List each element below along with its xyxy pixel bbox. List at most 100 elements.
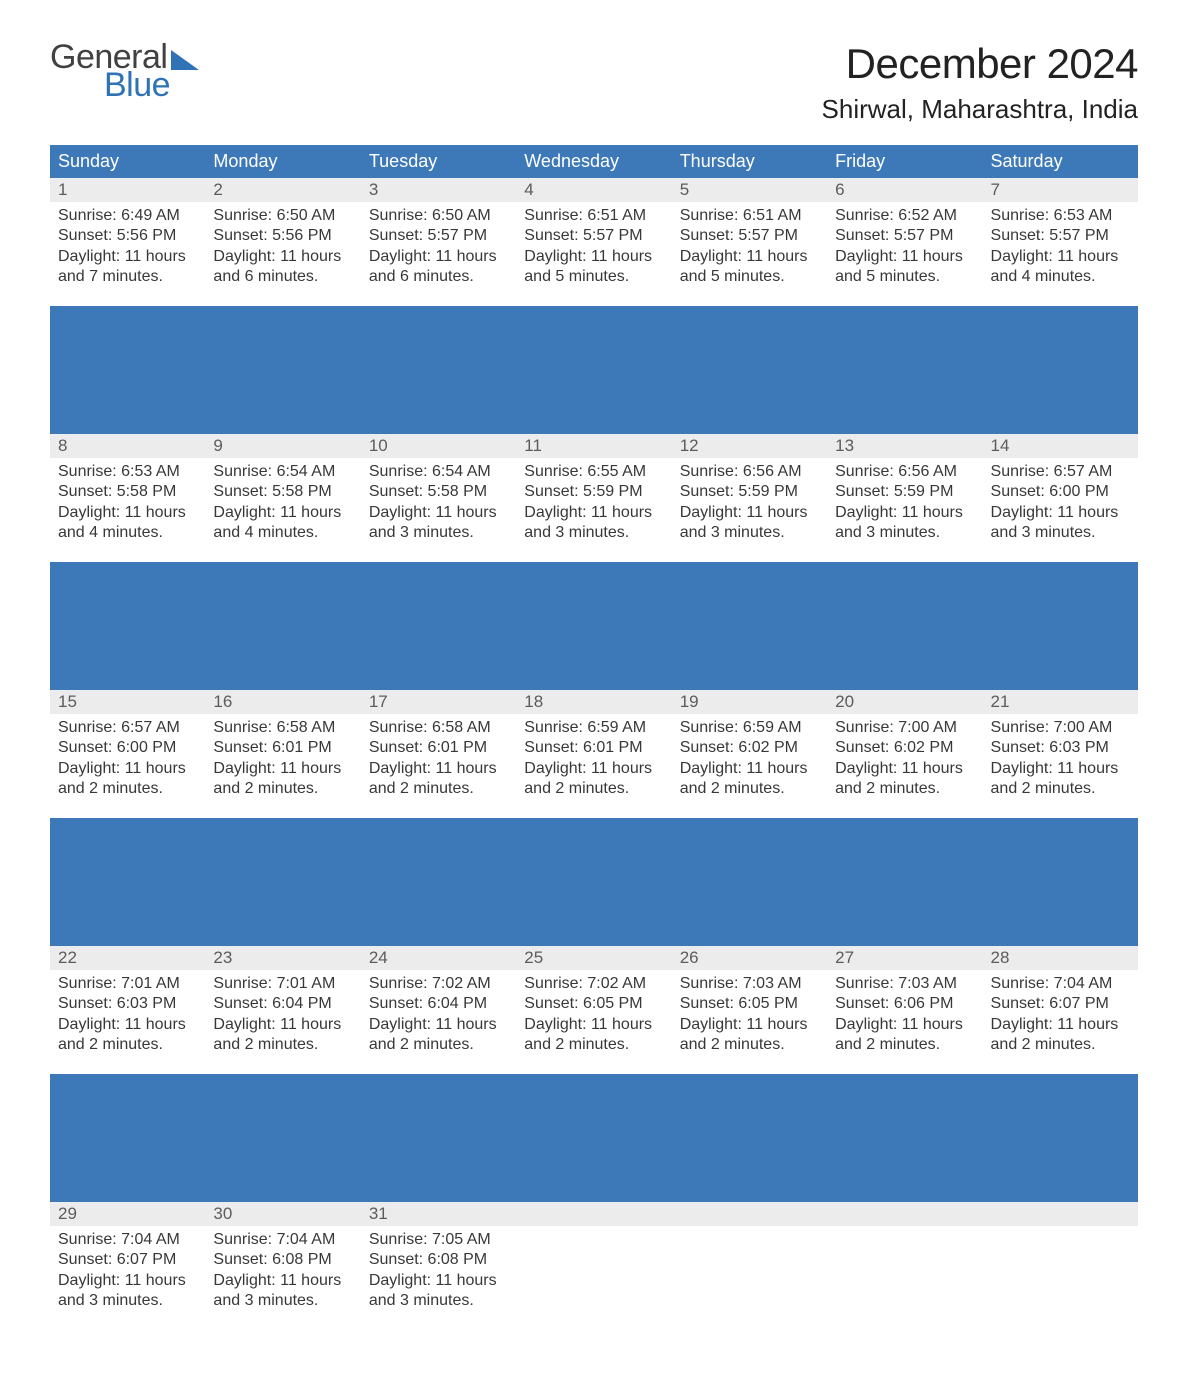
daylight-line: Daylight: 11 hours and 2 minutes.	[991, 1015, 1130, 1056]
month-title: December 2024	[822, 40, 1138, 88]
calendar-day-cell: 26Sunrise: 7:03 AMSunset: 6:05 PMDayligh…	[672, 946, 827, 1074]
daylight-line: Daylight: 11 hours and 4 minutes.	[213, 503, 352, 544]
daylight-line: Daylight: 11 hours and 2 minutes.	[58, 1015, 197, 1056]
title-block: December 2024 Shirwal, Maharashtra, Indi…	[822, 40, 1138, 139]
calendar-page: General Blue December 2024 Shirwal, Maha…	[0, 0, 1188, 1390]
sunrise-line: Sunrise: 6:56 AM	[835, 462, 974, 482]
weekday-header-row: SundayMondayTuesdayWednesdayThursdayFrid…	[50, 145, 1138, 178]
weekday-header: Monday	[205, 145, 360, 178]
calendar-day-cell: 7Sunrise: 6:53 AMSunset: 5:57 PMDaylight…	[983, 178, 1138, 306]
calendar-week-row: 1Sunrise: 6:49 AMSunset: 5:56 PMDaylight…	[50, 178, 1138, 306]
calendar-day-cell: 13 Sunrise: 6:56 AMSunset: 5:59 PMDayligh…	[827, 434, 982, 562]
day-number: 24	[361, 946, 516, 970]
sunrise-line: Sunrise: 7:02 AM	[369, 974, 508, 994]
daylight-line: Daylight: 11 hours and 4 minutes.	[991, 247, 1130, 288]
day-body: Sunrise: 6:58 AMSunset: 6:01 PMDaylight:…	[205, 714, 360, 810]
day-number: 18	[516, 690, 671, 714]
weekday-header: Wednesday	[516, 145, 671, 178]
sunset-line: Sunset: 6:00 PM	[58, 738, 197, 758]
day-number: 23	[205, 946, 360, 970]
day-number: 25	[516, 946, 671, 970]
calendar-day-cell: 18Sunrise: 6:59 AMSunset: 6:01 PMDayligh…	[516, 690, 671, 818]
calendar-day-cell	[827, 1202, 982, 1330]
daylight-line: Daylight: 11 hours and 2 minutes.	[524, 759, 663, 800]
daylight-line: Daylight: 11 hours and 3 minutes.	[58, 1271, 197, 1312]
day-body	[827, 1226, 982, 1240]
sunrise-line: Sunrise: 6:58 AM	[369, 718, 508, 738]
day-body: Sunrise: 6:57 AMSunset: 6:00 PMDaylight:…	[50, 714, 205, 810]
calendar-day-cell: 19Sunrise: 6:59 AMSunset: 6:02 PMDayligh…	[672, 690, 827, 818]
day-body: Sunrise: 7:00 AMSunset: 6:02 PMDaylight:…	[827, 714, 982, 810]
calendar-day-cell: 11Sunrise: 6:55 AMSunset: 5:59 PMDayligh…	[516, 434, 671, 562]
daylight-line: Daylight: 11 hours and 2 minutes.	[369, 759, 508, 800]
day-number	[672, 1202, 827, 1226]
day-number: 28	[983, 946, 1138, 970]
daylight-line: Daylight: 11 hours and 6 minutes.	[369, 247, 508, 288]
sunrise-line: Sunrise: 7:04 AM	[991, 974, 1130, 994]
day-body: Sunrise: 6:51 AMSunset: 5:57 PMDaylight:…	[516, 202, 671, 298]
sunset-line: Sunset: 5:57 PM	[835, 226, 974, 246]
calendar-day-cell: 16Sunrise: 6:58 AMSunset: 6:01 PMDayligh…	[205, 690, 360, 818]
daylight-line: Daylight: 11 hours and 5 minutes.	[524, 247, 663, 288]
sunrise-line: Sunrise: 7:00 AM	[835, 718, 974, 738]
sunrise-line: Sunrise: 6:51 AM	[524, 206, 663, 226]
calendar-day-cell: 1Sunrise: 6:49 AMSunset: 5:56 PMDaylight…	[50, 178, 205, 306]
sunrise-line: Sunrise: 6:53 AM	[58, 462, 197, 482]
calendar-week-row: 8 Sunrise: 6:53 AMSunset: 5:58 PM Daylight…	[50, 434, 1138, 562]
sunrise-line: Sunrise: 6:57 AM	[991, 462, 1130, 482]
day-number: 12	[672, 434, 827, 458]
sunrise-line: Sunrise: 6:58 AM	[213, 718, 352, 738]
calendar-day-cell: 5Sunrise: 6:51 AMSunset: 5:57 PMDaylight…	[672, 178, 827, 306]
sunset-line: Sunset: 6:03 PM	[991, 738, 1130, 758]
day-number: 7	[983, 178, 1138, 202]
daylight-line: Daylight: 11 hours and 3 minutes.	[369, 1271, 508, 1312]
sunset-line: Sunset: 5:58 PM	[58, 482, 197, 502]
day-body: Sunrise: 6:58 AMSunset: 6:01 PMDaylight:…	[361, 714, 516, 810]
calendar-day-cell	[983, 1202, 1138, 1330]
daylight-line: Daylight: 11 hours and 3 minutes.	[213, 1271, 352, 1312]
weekday-header: Saturday	[983, 145, 1138, 178]
sunset-line: Sunset: 5:57 PM	[369, 226, 508, 246]
sunrise-line: Sunrise: 7:00 AM	[991, 718, 1130, 738]
sunset-line: Sunset: 5:59 PM	[835, 482, 974, 502]
sunrise-line: Sunrise: 7:05 AM	[369, 1230, 508, 1250]
daylight-line: Daylight: 11 hours and 2 minutes.	[835, 759, 974, 800]
sunrise-line: Sunrise: 7:04 AM	[58, 1230, 197, 1250]
sunset-line: Sunset: 5:59 PM	[524, 482, 663, 502]
sunrise-line: Sunrise: 6:51 AM	[680, 206, 819, 226]
sunset-line: Sunset: 6:01 PM	[369, 738, 508, 758]
day-number: 14	[983, 434, 1138, 458]
sunset-line: Sunset: 6:08 PM	[369, 1250, 508, 1270]
sunrise-line: Sunrise: 7:02 AM	[524, 974, 663, 994]
day-number: 27	[827, 946, 982, 970]
calendar-day-cell: 28Sunrise: 7:04 AMSunset: 6:07 PMDayligh…	[983, 946, 1138, 1074]
week-separator	[50, 1074, 1138, 1202]
daylight-line: Daylight: 11 hours and 2 minutes.	[524, 1015, 663, 1056]
calendar-day-cell: 27Sunrise: 7:03 AMSunset: 6:06 PMDayligh…	[827, 946, 982, 1074]
sunrise-line: Sunrise: 6:54 AM	[369, 462, 508, 482]
daylight-line: Daylight: 11 hours and 3 minutes.	[835, 503, 974, 544]
sunset-line: Sunset: 6:05 PM	[680, 994, 819, 1014]
sunset-line: Sunset: 6:01 PM	[524, 738, 663, 758]
daylight-line: Daylight: 11 hours and 2 minutes.	[835, 1015, 974, 1056]
daylight-line: Daylight: 11 hours and 3 minutes.	[524, 503, 663, 544]
sunrise-line: Sunrise: 6:50 AM	[213, 206, 352, 226]
day-number: 16	[205, 690, 360, 714]
day-number	[516, 1202, 671, 1226]
day-number: 30	[205, 1202, 360, 1226]
day-number: 13	[827, 434, 982, 458]
sunrise-line: Sunrise: 6:57 AM	[58, 718, 197, 738]
day-number: 8	[50, 434, 205, 458]
day-number: 26	[672, 946, 827, 970]
sunrise-line: Sunrise: 7:03 AM	[680, 974, 819, 994]
day-body: Sunrise: 7:04 AMSunset: 6:07 PMDaylight:…	[983, 970, 1138, 1066]
brand-logo: General Blue	[50, 40, 199, 102]
day-body: Sunrise: 7:02 AMSunset: 6:04 PMDaylight:…	[361, 970, 516, 1066]
day-number: 4	[516, 178, 671, 202]
sunrise-line: Sunrise: 6:54 AM	[213, 462, 352, 482]
calendar-week-row: 15Sunrise: 6:57 AMSunset: 6:00 PMDayligh…	[50, 690, 1138, 818]
calendar-day-cell: 21Sunrise: 7:00 AMSunset: 6:03 PMDayligh…	[983, 690, 1138, 818]
calendar-day-cell: 6Sunrise: 6:52 AMSunset: 5:57 PMDaylight…	[827, 178, 982, 306]
day-body: Sunrise: 6:51 AMSunset: 5:57 PMDaylight:…	[672, 202, 827, 298]
daylight-line: Daylight: 11 hours and 6 minutes.	[213, 247, 352, 288]
